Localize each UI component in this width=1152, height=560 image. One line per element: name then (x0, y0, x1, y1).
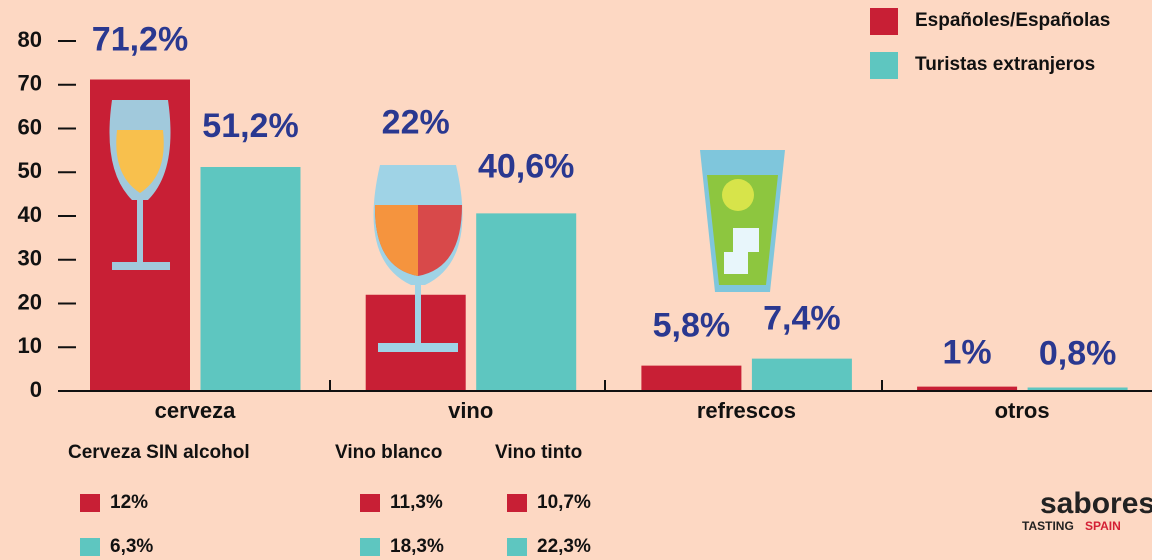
breakdown-title: Vino blanco (335, 442, 442, 463)
value-label: 0,8% (1039, 334, 1117, 372)
x-tick-label: vino (448, 398, 493, 423)
legend-swatch (870, 52, 898, 79)
breakdown-title: Vino tinto (495, 442, 582, 463)
y-tick-label: 20 (18, 289, 42, 314)
breakdown-title: Cerveza SIN alcohol (68, 442, 250, 463)
ice-icon (733, 228, 759, 252)
breakdown-value: 22,3% (537, 536, 591, 557)
legend-swatch (870, 8, 898, 35)
value-label: 71,2% (92, 20, 188, 58)
breakdown-value: 6,3% (110, 536, 153, 557)
y-tick-label: 30 (18, 246, 42, 271)
breakdown-value: 18,3% (390, 536, 444, 557)
x-tick-label: refrescos (697, 398, 796, 423)
x-tick-label: otros (995, 398, 1050, 423)
lime-icon (722, 179, 754, 211)
bar (752, 359, 852, 391)
breakdown-value: 12% (110, 492, 148, 513)
ice-icon (724, 252, 748, 274)
y-tick-label: 80 (18, 27, 42, 52)
y-tick-label: 60 (18, 114, 42, 139)
chart: sabores TASTING SPAIN 0 10 20 30 40 50 60 70 80 c… (0, 0, 1152, 560)
x-tick-label: cerveza (155, 398, 237, 423)
logo-tagline: SPAIN (1085, 519, 1121, 533)
bar (201, 167, 301, 391)
bar (476, 213, 576, 391)
breakdown-value: 10,7% (537, 492, 591, 513)
bar (641, 366, 741, 391)
legend-label: Turistas extranjeros (915, 54, 1095, 75)
y-tick-label: 70 (18, 71, 42, 96)
y-tick-label: 40 (18, 202, 42, 227)
value-label: 5,8% (653, 307, 731, 345)
breakdown-swatch (360, 538, 380, 556)
legend-label: Españoles/Españolas (915, 10, 1110, 31)
value-label: 22% (382, 104, 450, 142)
breakdown-swatch (360, 494, 380, 512)
value-label: 1% (943, 334, 992, 372)
breakdown-swatch (80, 538, 100, 556)
value-label: 7,4% (763, 300, 841, 338)
y-tick-label: 50 (18, 158, 42, 183)
logo: sabores (1040, 487, 1152, 520)
y-tick-label: 10 (18, 333, 42, 358)
logo-tagline: TASTING (1022, 519, 1074, 533)
y-tick-label: 0 (30, 377, 42, 402)
value-label: 51,2% (202, 107, 298, 145)
breakdown-value: 11,3% (390, 492, 443, 513)
breakdown-swatch (80, 494, 100, 512)
breakdown-swatch (507, 494, 527, 512)
value-label: 40,6% (478, 147, 574, 185)
breakdown-swatch (507, 538, 527, 556)
